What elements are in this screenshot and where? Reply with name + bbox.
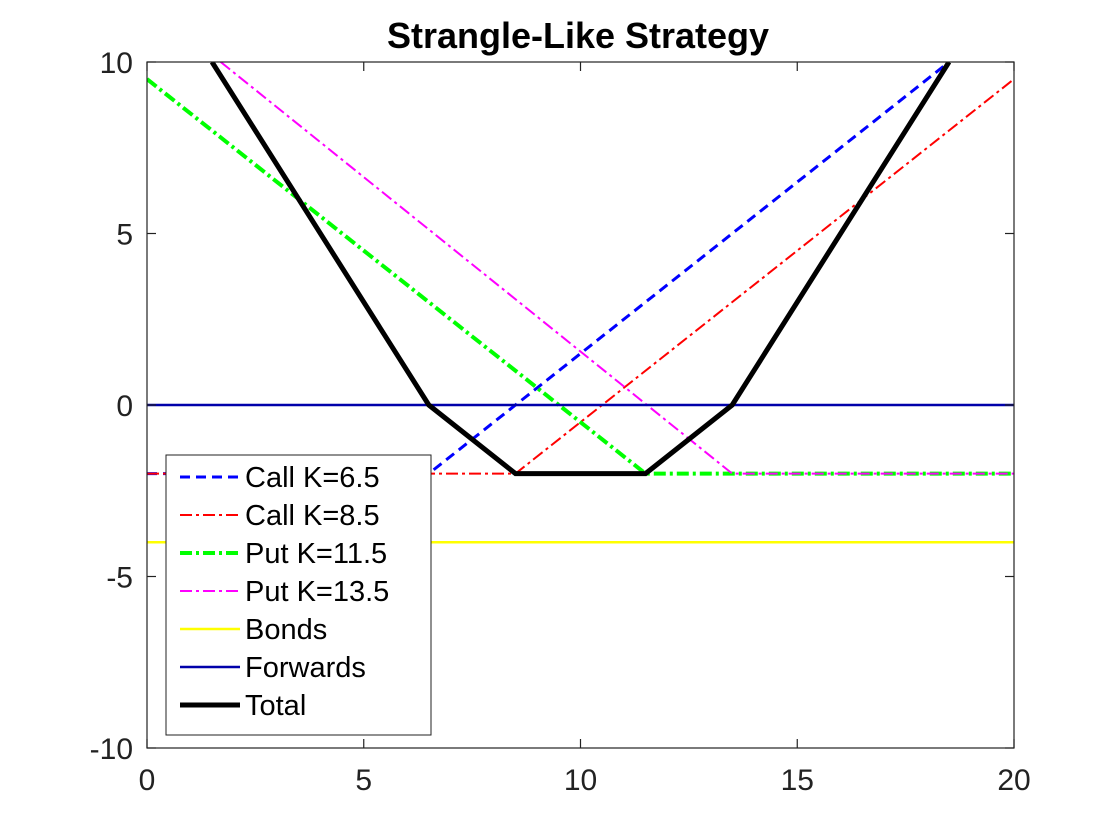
series-line-call-k-6-5	[147, 62, 950, 476]
y-tick-label: 5	[116, 219, 133, 252]
axes: 0 5 10 15 20 -10 -5 0 5 10	[90, 47, 1031, 797]
legend: Call K=6.5 Call K=8.5 Put K=11.5 Put K=13.5…	[165, 454, 432, 736]
legend-box	[165, 454, 432, 736]
plot-area	[147, 62, 1014, 544]
legend-label: Call K=8.5	[245, 500, 380, 532]
series-line-call-k-8-5	[147, 78, 1014, 475]
legend-label: Forwards	[245, 652, 366, 684]
x-tick-label: 5	[355, 764, 372, 797]
chart-title: Strangle-Like Strategy	[387, 15, 769, 56]
x-tick-label: 15	[781, 764, 814, 797]
series-line-put-k-11-5	[147, 77, 1014, 476]
legend-label: Bonds	[245, 614, 327, 646]
x-tick-label: 0	[139, 764, 156, 797]
x-tick-label: 20	[997, 764, 1030, 797]
y-tick-label: 10	[100, 47, 133, 80]
series-line-put-k-13-5	[220, 62, 1014, 475]
series-line-total	[209, 62, 952, 477]
x-tick-label: 10	[564, 764, 597, 797]
y-tick-label: -5	[106, 562, 133, 595]
legend-label: Call K=6.5	[245, 462, 380, 494]
y-tick-label: 0	[116, 390, 133, 423]
y-tick-label: -10	[90, 733, 133, 766]
legend-label: Put K=11.5	[245, 538, 387, 570]
legend-label: Total	[245, 690, 306, 722]
legend-label: Put K=13.5	[245, 576, 389, 608]
